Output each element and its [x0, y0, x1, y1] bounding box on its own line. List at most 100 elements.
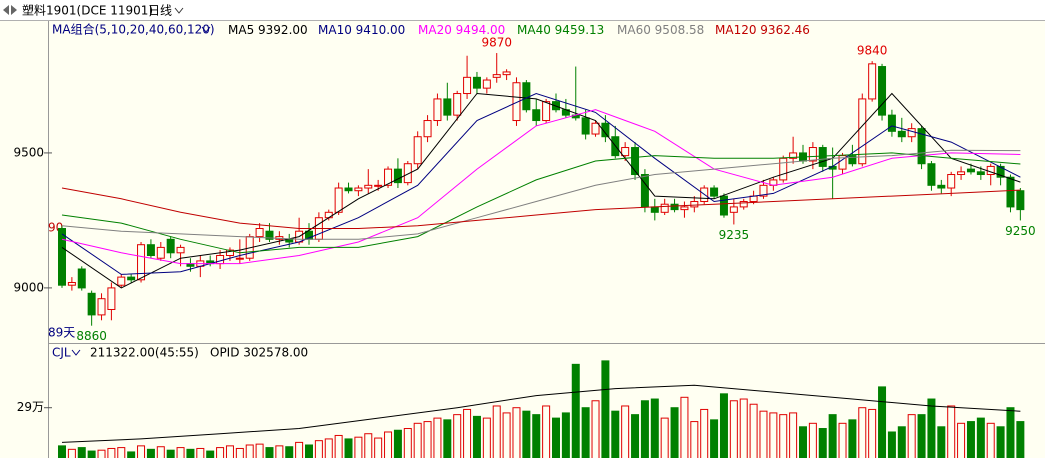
candle-body [996, 165, 1005, 178]
extreme-label: 9235 [719, 228, 750, 242]
period-count: 89天 [48, 326, 75, 340]
candle-body [1006, 176, 1015, 208]
volume-bar [552, 417, 560, 458]
candle-body [482, 79, 491, 89]
ma-line [61, 92, 1021, 275]
volume-bar [779, 414, 788, 458]
volume-bar [482, 417, 491, 458]
legend-entry: MA5 9392.00 [228, 23, 308, 37]
legend-dropdown[interactable] [201, 26, 211, 33]
candle-body [472, 76, 481, 89]
volume-bar [858, 407, 867, 458]
volume-bar [423, 421, 432, 458]
candle-body [1016, 190, 1025, 211]
volume-value: 211322.00(45:55) [90, 346, 199, 360]
volume-bar [937, 426, 946, 458]
volume-bar [146, 448, 155, 458]
volume-bar [640, 400, 649, 458]
volume-dropdown[interactable] [71, 349, 81, 356]
volume-bar [601, 360, 610, 458]
volume-bar [107, 447, 116, 458]
ma-line [61, 92, 1021, 289]
volume-bar [789, 412, 798, 458]
volume-bar [492, 405, 501, 458]
legend-title: MA组合(5,10,20,40,60,120) [52, 22, 215, 37]
volume-bar [522, 410, 531, 458]
volume-ma-line [61, 384, 1021, 443]
volume-bar [512, 407, 521, 458]
candle-body [166, 238, 175, 254]
candle-body [146, 244, 155, 257]
header-bar [0, 0, 1045, 20]
volume-bar [384, 431, 393, 458]
y-tick-label: 29万 [17, 400, 44, 414]
candle-body [878, 66, 887, 116]
legend-entry: MA10 9410.00 [318, 23, 405, 37]
candle-body [97, 298, 106, 316]
extreme-label: 9840 [857, 44, 888, 58]
candle-body [631, 147, 640, 176]
candle-body [58, 228, 66, 286]
y-tick-label: 9500 [13, 145, 44, 159]
ma-line [61, 187, 1021, 229]
volume-bar [216, 447, 225, 458]
candle-body [818, 147, 827, 167]
legend-name: MA40 [517, 23, 551, 37]
volume-bar [917, 414, 926, 458]
legend-name: MA120 [715, 23, 756, 37]
volume-bar [166, 449, 175, 458]
header-title: 塑料1901(DCE 11901) [22, 3, 153, 18]
volume-bar [225, 445, 234, 458]
volume-bar [986, 422, 995, 458]
volume-bar [443, 419, 452, 458]
candle-body [107, 287, 116, 310]
volume-bar [581, 407, 590, 458]
volume-bar [690, 421, 699, 458]
volume-bar [275, 445, 284, 458]
candle-body [581, 117, 590, 135]
volume-bar [206, 450, 215, 458]
volume-note: OPID 302578.00 [210, 346, 308, 360]
volume-bar [127, 451, 136, 458]
dropdown-icon[interactable] [174, 7, 184, 14]
candle-body [255, 228, 264, 238]
candle-body [976, 171, 985, 176]
candle-body [640, 174, 649, 208]
candle-body [680, 206, 689, 211]
volume-bar [907, 414, 916, 458]
volume-bar [532, 414, 541, 458]
candle-body [403, 163, 412, 184]
volume-bar [156, 446, 165, 458]
legend-entry: MA60 9508.58 [617, 23, 704, 37]
volume-bar [542, 405, 551, 458]
candle-body [216, 255, 225, 265]
candle-body [887, 114, 896, 132]
volume-bar [887, 431, 896, 458]
candle-body [947, 174, 956, 189]
candle-body [117, 276, 126, 286]
volume-bar [878, 386, 887, 458]
volume-bar [897, 426, 906, 458]
candle-body [463, 76, 472, 95]
volume-bar [828, 414, 837, 458]
extreme-label: 9250 [1005, 224, 1036, 238]
volume-bar [611, 410, 620, 458]
candle-body [87, 292, 96, 316]
volume-bar [631, 414, 640, 458]
volume-bar [58, 445, 66, 458]
volume-bar [334, 434, 343, 458]
candle-body [542, 101, 551, 122]
candle-body [512, 82, 521, 122]
nav-icon[interactable] [3, 5, 17, 15]
extreme-label: 9870 [481, 36, 512, 50]
legend-entry: MA40 9459.13 [517, 23, 604, 37]
volume-bar [966, 421, 975, 458]
period[interactable]: 日线 [148, 4, 172, 18]
candle-body [374, 184, 383, 187]
candle-body [739, 201, 748, 208]
volume-bar [739, 398, 748, 458]
volume-bar [87, 450, 96, 458]
volume-bar [67, 448, 76, 458]
volume-bar [472, 415, 481, 458]
